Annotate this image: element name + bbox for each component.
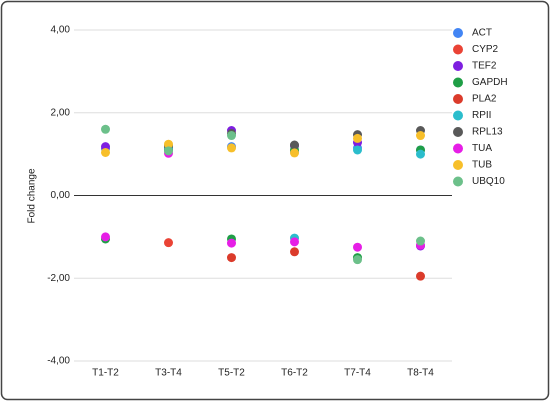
data-point — [227, 131, 236, 141]
data-point — [101, 124, 110, 134]
x-tick-label: T3-T4 — [155, 368, 182, 379]
legend-swatch — [453, 44, 463, 55]
data-point — [164, 139, 173, 149]
data-point — [416, 131, 425, 141]
data-point — [227, 238, 236, 248]
legend-label: TUA — [472, 143, 492, 154]
legend-swatch — [453, 28, 463, 38]
data-point — [353, 133, 362, 143]
legend-swatch — [453, 176, 463, 187]
data-point — [227, 253, 236, 263]
legend-label: TEF2 — [472, 61, 497, 72]
legend-label: RPL13 — [472, 127, 503, 138]
data-point — [101, 232, 110, 242]
legend-label: GAPDH — [472, 77, 508, 88]
legend-label: CYP2 — [472, 44, 499, 55]
legend-swatch — [453, 143, 463, 154]
legend-label: UBQ10 — [472, 176, 505, 187]
data-point — [353, 145, 362, 155]
data-point — [290, 140, 299, 150]
legend-label: RPII — [472, 110, 491, 121]
legend-swatch — [453, 110, 463, 121]
data-point — [164, 238, 173, 248]
x-tick-label: T7-T4 — [344, 368, 371, 379]
y-axis-label: Fold change — [27, 168, 38, 223]
y-tick-label: -2,00 — [47, 273, 70, 284]
data-point — [353, 255, 362, 265]
data-point — [101, 147, 110, 157]
data-point — [290, 148, 299, 158]
data-point — [227, 143, 236, 153]
legend-swatch — [453, 77, 463, 88]
legend-swatch — [453, 160, 463, 170]
legend-swatch — [453, 61, 463, 71]
legend-swatch — [453, 127, 463, 137]
legend-label: ACT — [472, 28, 492, 39]
y-tick-label: 0,00 — [51, 190, 71, 201]
data-point — [290, 247, 299, 257]
legend-label: TUB — [472, 160, 492, 171]
y-tick-label: 2,00 — [51, 107, 71, 118]
data-point — [416, 236, 425, 246]
y-tick-label: 4,00 — [51, 25, 71, 36]
data-point — [353, 242, 362, 252]
x-tick-label: T5-T2 — [218, 368, 245, 379]
x-tick-label: T1-T2 — [92, 368, 119, 379]
legend-swatch — [453, 94, 463, 104]
x-tick-label: T8-T4 — [407, 368, 434, 379]
y-tick-label: -4,00 — [47, 356, 70, 367]
data-point — [290, 237, 299, 247]
data-point — [164, 146, 173, 156]
x-tick-label: T6-T2 — [281, 368, 308, 379]
data-point — [416, 149, 425, 159]
legend-label: PLA2 — [472, 94, 497, 105]
data-point — [416, 271, 425, 281]
